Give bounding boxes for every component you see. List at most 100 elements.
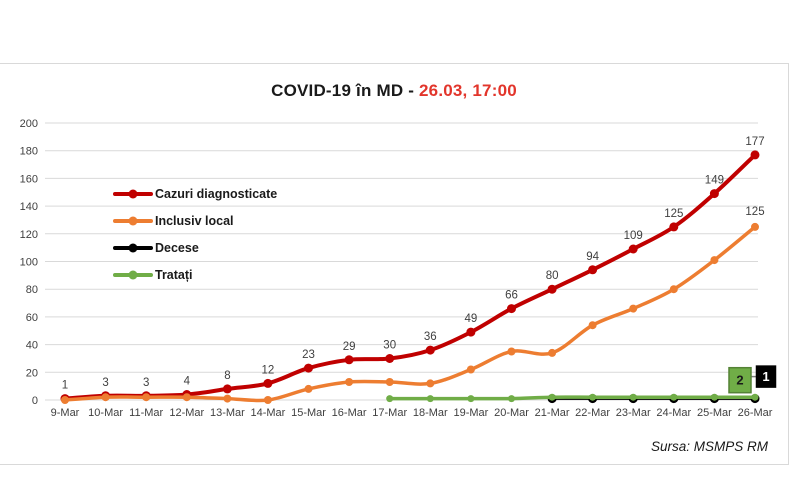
x-tick-label: 17-Mar [372,407,407,419]
legend-dot-icon [128,189,138,198]
y-tick-label: 100 [20,257,38,269]
series-marker-inclusiv-local [710,256,719,265]
legend-line-icon [113,216,153,225]
series-marker-cazuri-diagnosticate [507,304,516,314]
data-label: 4 [184,376,191,388]
series-marker-cazuri-diagnosticate [669,222,679,232]
chart-title-separator: - [403,81,420,100]
x-tick-label: 22-Mar [575,407,610,419]
series-marker-inclusiv-local [588,321,597,330]
legend-dot-icon [128,216,138,225]
series-marker-cazuri-diagnosticate [628,244,638,254]
series-marker-inclusiv-local [142,393,151,402]
x-tick-label: 10-Mar [88,407,123,419]
y-tick-label: 120 [20,229,38,241]
x-tick-label: 15-Mar [291,407,326,419]
series-marker-inclusiv-local [101,393,110,402]
x-tick-label: 24-Mar [656,407,691,419]
y-tick-label: 0 [32,395,38,407]
legend-item-decese: Decese [113,234,277,261]
data-label: 3 [102,377,108,389]
legend-item-tratati: Tratați [113,261,277,288]
end-box-decese [755,365,777,388]
series-marker-cazuri-diagnosticate [344,355,354,365]
legend-line-icon [113,243,153,252]
end-box-label: 1 [762,369,769,384]
series-marker-cazuri-diagnosticate [588,265,598,275]
data-label: 149 [705,175,724,187]
source-label: Sursa: MSMPS RM [650,439,768,454]
series-marker-inclusiv-local [304,384,313,393]
series-marker-cazuri-diagnosticate [425,345,435,355]
data-label: 49 [465,313,478,325]
legend-dot-icon [128,243,138,252]
series-marker-inclusiv-local [548,348,557,357]
data-label: 125 [745,206,764,218]
x-tick-label: 21-Mar [535,407,570,419]
series-line-trata-i [387,395,757,401]
series-marker-cazuri-diagnosticate [222,384,232,394]
data-label: 80 [546,270,559,282]
x-tick-label: 26-Mar [738,407,773,419]
series-marker-trata-i [426,395,434,403]
series-marker-inclusiv-local [466,365,475,374]
legend-item-cazuri: Cazuri diagnosticate [113,180,277,207]
series-marker-cazuri-diagnosticate [709,189,719,199]
series-marker-inclusiv-local [629,304,638,313]
series-marker-trata-i [467,395,475,403]
series-marker-trata-i [508,395,515,403]
data-label: 29 [343,341,356,353]
series-marker-cazuri-diagnosticate [547,284,557,294]
series-marker-inclusiv-local [426,379,435,388]
legend-label: Decese [155,240,199,255]
legend-dot-icon [128,270,138,279]
x-tick-label: 16-Mar [332,407,367,419]
y-tick-label: 40 [26,340,38,352]
y-tick-label: 20 [26,367,38,379]
series-marker-inclusiv-local [182,393,191,402]
series-marker-inclusiv-local [263,396,272,404]
x-tick-label: 18-Mar [413,407,448,419]
data-label: 12 [262,364,275,376]
series-marker-inclusiv-local [507,347,516,356]
series-marker-trata-i [386,395,394,403]
x-tick-label: 19-Mar [453,407,488,419]
y-tick-label: 180 [20,146,38,158]
series-marker-inclusiv-local [345,378,354,386]
end-box-label: 2 [736,373,743,388]
x-tick-label: 13-Mar [210,407,245,419]
series-marker-trata-i [710,393,718,401]
data-label: 30 [383,340,396,352]
series-marker-inclusiv-local [669,285,678,294]
data-label: 1 [62,380,68,392]
end-box-trata-i [728,366,752,394]
data-label: 3 [143,377,149,389]
y-tick-label: 60 [26,312,38,324]
series-marker-cazuri-diagnosticate [263,378,273,388]
data-label: 94 [586,251,599,263]
series-marker-inclusiv-local [751,222,759,231]
series-marker-trata-i [589,393,597,401]
data-label: 177 [745,136,764,148]
series-marker-trata-i [751,393,759,401]
x-tick-label: 11-Mar [129,407,163,419]
data-label: 23 [302,349,315,361]
y-tick-label: 160 [20,173,38,185]
x-tick-label: 20-Mar [494,407,529,419]
series-marker-inclusiv-local [385,378,394,386]
x-tick-label: 12-Mar [169,407,204,419]
series-marker-trata-i [629,393,637,401]
series-marker-inclusiv-local [61,396,69,404]
x-tick-label: 23-Mar [616,407,651,419]
chart-title-main: COVID-19 în MD [271,81,404,100]
x-tick-label: 14-Mar [250,407,285,419]
chart-legend: Cazuri diagnosticate Inclusiv local Dece… [113,180,277,288]
chart-card: COVID-19 în MD - 26.03, 17:00 0 20 40 60 80 1… [0,63,789,465]
legend-line-icon [113,270,153,279]
x-tick-label: 9-Mar [51,407,80,419]
chart-title: COVID-19 în MD - 26.03, 17:00 [0,81,788,101]
legend-label: Inclusiv local [155,213,234,228]
data-label: 66 [505,290,518,302]
